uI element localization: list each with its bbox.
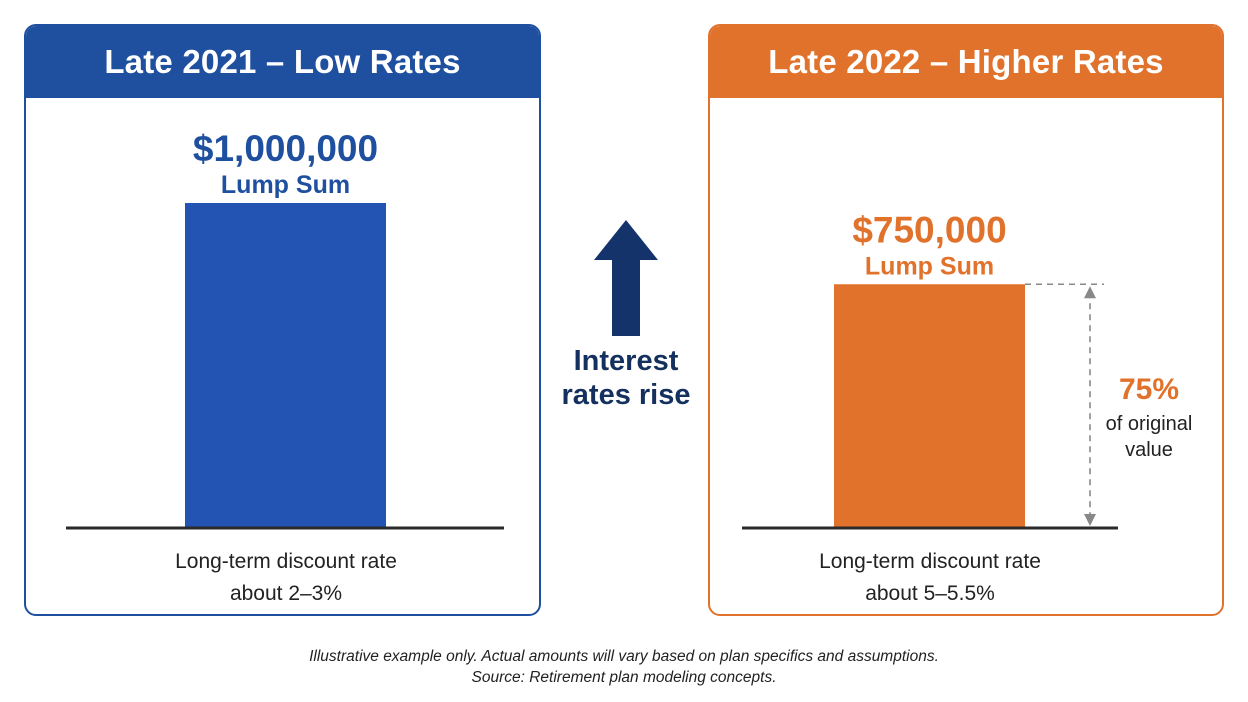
chart-panel-2021: Late 2021 – Low Rates $1,000,000 Lump Sum… (24, 24, 541, 616)
source-text: Source: Retirement plan modeling concept… (471, 669, 777, 686)
rate-rise-indicator: Interest rates rise (548, 214, 704, 424)
value-data-label: $750,000 (852, 209, 1006, 250)
disclaimer-text: Illustrative example only. Actual amount… (309, 648, 939, 665)
chart-panel-2022: Late 2022 – Higher Rates $750,000 Lump Su… (708, 24, 1224, 616)
interest-rates-rise-label: Interest rates rise (548, 344, 704, 412)
discount-rate-caption-line2: about 5–5.5% (865, 582, 995, 605)
up-arrow-shape (594, 220, 658, 336)
category-label: Lump Sum (221, 171, 350, 199)
middle-label-line1: Interest (573, 345, 679, 377)
up-arrow-icon (594, 220, 658, 336)
arrowhead-up-icon (1084, 286, 1096, 299)
annotation-line1: of original (1106, 413, 1193, 435)
bar-lump-sum (185, 203, 386, 528)
panel-title: Late 2021 – Low Rates (26, 26, 539, 98)
category-label: Lump Sum (865, 252, 994, 280)
footer-note: Illustrative example only. Actual amount… (0, 646, 1248, 688)
discount-rate-caption-line1: Long-term discount rate (175, 550, 397, 573)
value-data-label: $1,000,000 (193, 128, 378, 169)
annotation-line2: value (1125, 439, 1173, 461)
panel-title: Late 2022 – Higher Rates (710, 26, 1222, 98)
percent-annotation: 75% (1119, 373, 1179, 406)
middle-label-line2: rates rise (561, 379, 691, 411)
bar-lump-sum (834, 284, 1025, 528)
discount-rate-caption-line1: Long-term discount rate (819, 550, 1041, 573)
arrowhead-down-icon (1084, 514, 1096, 526)
discount-rate-caption-line2: about 2–3% (230, 582, 342, 605)
